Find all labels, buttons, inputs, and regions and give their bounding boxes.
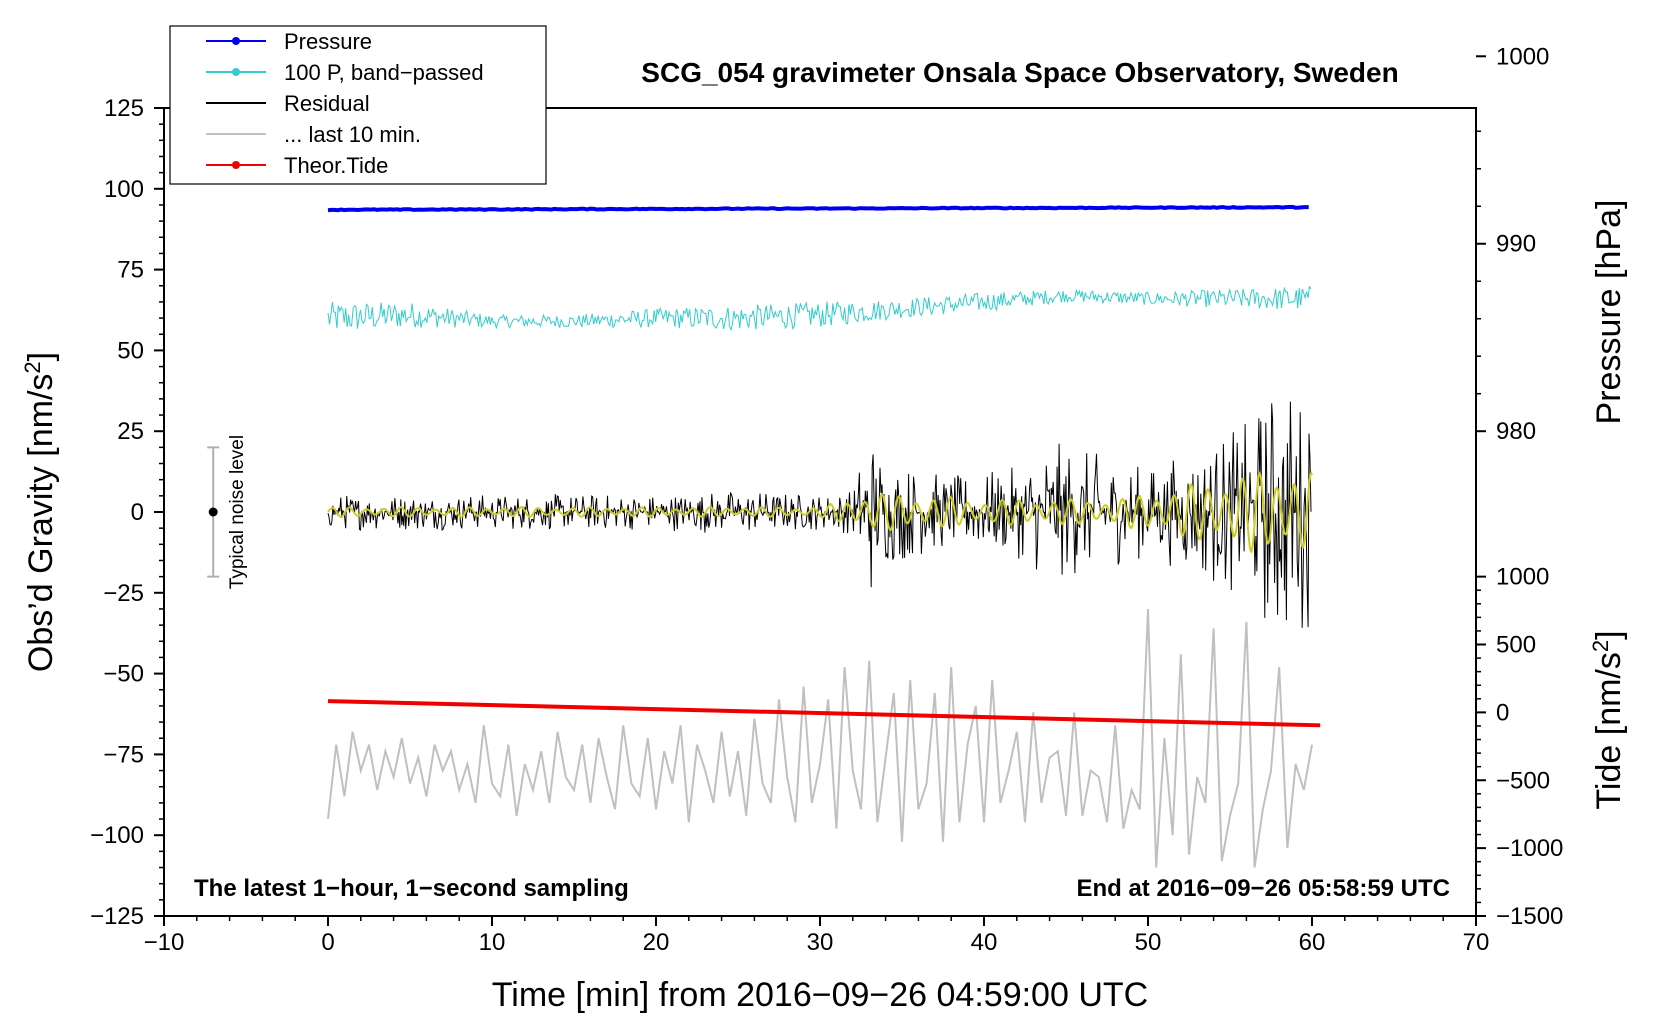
y-tick-label: −50 [103,661,144,688]
y-tick-label: −100 [90,822,144,849]
tide-tick-label: 0 [1496,699,1509,726]
y-tick-label: 100 [104,176,144,203]
noise-level-label: Typical noise level [227,435,248,589]
y-tick-label: −25 [103,580,144,607]
series-theoretical-tide [327,699,1321,728]
annotation-sampling: The latest 1−hour, 1−second sampling [194,875,629,902]
series-band-passed-pressure [327,285,1312,332]
y-tick-label: 0 [131,499,144,526]
legend: Pressure 100 P, band−passed Residual ... la… [169,25,547,185]
labels-layer: Typical noise level−10 0 10 20 30 40 50 60 70125… [20,43,1628,956]
tide-tick-label: 1000 [1496,564,1549,591]
pressure-tick-label: 1000 [1496,43,1549,70]
x-tick-label: 30 [807,929,834,956]
y-tick-label: −125 [90,903,144,930]
series-smoothed-residual [327,470,1313,554]
y-tick-label: 50 [117,337,144,364]
series-pressure [327,204,1309,213]
pressure-tick-label: 990 [1496,231,1536,258]
legend-label: Pressure [284,29,372,54]
x-tick-label: 50 [1135,929,1162,956]
pressure-axis-title: Pressure [hPa] [1590,200,1628,425]
x-axis-title: Time [min] from 2016−09−26 04:59:00 UTC [492,976,1148,1014]
legend-label: ... last 10 min. [284,122,421,147]
x-tick-label: 70 [1463,929,1490,956]
noise-bar-dot [208,507,218,517]
legend-marker [232,68,240,76]
annotation-end-time: End at 2016−09−26 05:58:59 UTC [1076,875,1450,902]
y-axis-title: Obs’d Gravity [nm/s2] [20,352,60,672]
tide-axis-title: Tide [nm/s2] [1588,630,1628,809]
x-tick-label: 0 [321,929,334,956]
y-tick-label: −75 [103,741,144,768]
chart-title: SCG_054 gravimeter Onsala Space Observat… [641,57,1398,88]
x-tick-label: 60 [1299,929,1326,956]
tide-tick-label: −500 [1496,767,1550,794]
legend-marker [232,161,240,169]
legend-box [169,25,547,185]
legend-label: Residual [284,91,370,116]
y-tick-label: 75 [117,257,144,284]
tide-tick-label: 500 [1496,632,1536,659]
axes-layer [154,55,1486,926]
series-last-10-min [327,608,1313,868]
y-tick-label: 25 [117,418,144,445]
legend-label: 100 P, band−passed [284,60,484,85]
pressure-tick-label: 980 [1496,418,1536,445]
tide-tick-label: −1500 [1496,903,1563,930]
x-tick-label: 20 [643,929,670,956]
tide-tick-label: −1000 [1496,835,1563,862]
legend-marker [232,37,240,45]
x-tick-label: 10 [479,929,506,956]
series-residual [327,401,1312,628]
series-layer [207,204,1321,868]
legend-label: Theor.Tide [284,153,388,178]
x-tick-label: −10 [144,929,185,956]
y-tick-label: 125 [104,95,144,122]
x-tick-label: 40 [971,929,998,956]
